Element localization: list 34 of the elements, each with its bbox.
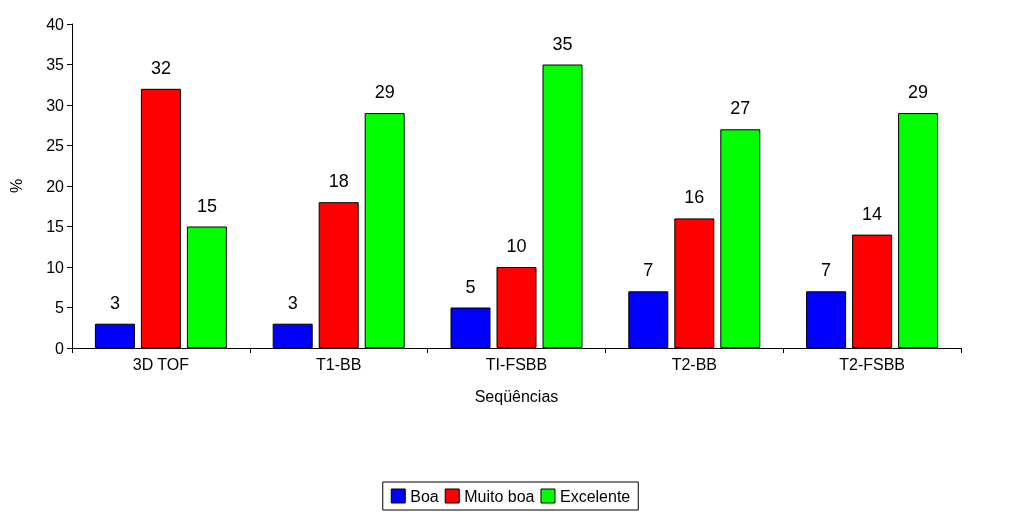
data-label: 5: [465, 276, 476, 297]
x-tick-label: T1-BB: [316, 355, 362, 373]
x-tick-label: T2-FSBB: [839, 355, 905, 373]
data-label: 18: [328, 171, 349, 192]
y-tick-label: 10: [46, 258, 65, 276]
x-tick-label: TI-FSBB: [485, 355, 548, 373]
y-tick-label: 0: [55, 339, 65, 357]
data-label: 16: [684, 187, 705, 208]
x-axis-title: Seqüências: [474, 387, 559, 405]
data-label: 29: [374, 82, 395, 103]
data-label: 15: [196, 195, 217, 216]
data-label: 7: [643, 260, 654, 281]
y-axis-title: %: [7, 178, 25, 194]
data-label: 14: [862, 203, 883, 224]
x-tick-label: 3D TOF: [132, 355, 190, 373]
data-label: 27: [730, 98, 751, 119]
y-tick-label: 35: [46, 56, 65, 73]
data-label: 32: [150, 57, 171, 78]
data-label: 3: [109, 292, 120, 313]
data-label: 10: [506, 236, 527, 256]
legend-label: Boa: [410, 487, 439, 505]
data-label: 7: [821, 260, 832, 281]
y-tick-label: 30: [46, 96, 65, 114]
y-tick-label: 15: [46, 218, 65, 235]
y-tick-label: 25: [46, 137, 65, 154]
x-tick-label: T2-BB: [671, 355, 717, 373]
y-tick-label: 5: [55, 299, 65, 316]
y-tick-label: 40: [46, 15, 65, 33]
data-label: 35: [552, 33, 573, 54]
legend-label: Muito boa: [464, 487, 535, 505]
data-label: 29: [908, 82, 929, 103]
data-label: 3: [287, 292, 298, 313]
y-tick-label: 20: [46, 177, 65, 195]
legend-label: Excelente: [559, 487, 631, 505]
